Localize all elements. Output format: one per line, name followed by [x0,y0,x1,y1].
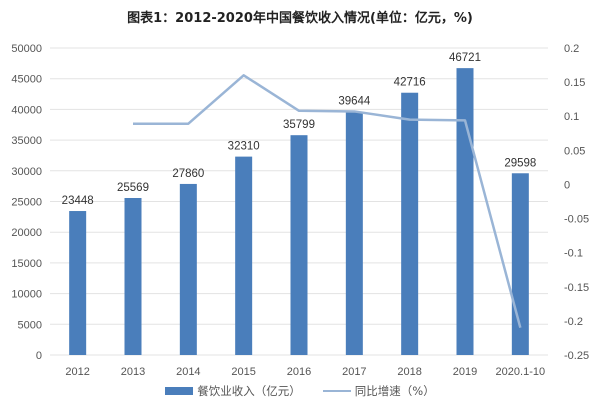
chart-title: 图表1：2012-2020年中国餐饮收入情况(单位：亿元，%) [127,11,473,26]
right-axis-tick: 0.15 [564,77,585,89]
left-axis-tick: 35000 [11,135,42,147]
legend-item-growth: 同比增速（%） [322,383,435,399]
right-axis-tick: 0.2 [564,43,579,55]
bar [456,68,474,355]
legend-item-revenue: 餐饮业收入（亿元） [165,383,301,399]
x-axis-tick: 2020.1-10 [496,366,546,378]
x-axis-tick: 2013 [121,366,145,378]
left-axis-tick: 25000 [11,197,42,209]
right-axis-tick: 0.1 [564,111,579,123]
x-axis-tick: 2019 [453,366,477,378]
right-axis-tick: -0.2 [564,316,583,328]
left-axis-tick: 30000 [11,166,42,178]
left-axis-tick: 0 [36,350,42,362]
line-swatch-icon [322,390,351,392]
bar-swatch-icon [165,387,194,395]
x-axis-tick: 2017 [342,366,366,378]
x-axis-tick: 2018 [397,366,421,378]
bar [290,135,308,355]
x-axis-tick: 2016 [287,366,311,378]
bar [235,156,253,355]
x-axis-tick: 2015 [231,366,255,378]
bar [124,198,142,355]
growth-line [133,74,522,329]
bar-value-label: 42716 [394,77,426,89]
bar [69,211,87,355]
bar-value-label: 23448 [62,195,94,207]
legend: 餐饮业收入（亿元） 同比增速（%） [150,383,450,399]
right-axis-tick: 0.05 [564,145,585,157]
left-axis-tick: 15000 [11,258,42,270]
left-axis-tick: 45000 [11,74,42,86]
left-axis-tick: 5000 [18,319,42,331]
right-axis-tick: -0.25 [564,350,589,362]
bar [511,173,529,355]
bar-value-label: 27860 [172,168,204,180]
bar-value-label: 25569 [117,182,149,194]
bar-value-label: 32310 [228,141,260,153]
left-axis-tick: 40000 [11,104,42,116]
legend-label-growth: 同比增速（%） [354,384,435,398]
legend-label-revenue: 餐饮业收入（亿元） [197,384,301,398]
bar-value-label: 29598 [504,157,536,169]
left-axis-tick: 20000 [11,227,42,239]
x-axis-tick: 2014 [176,366,200,378]
bar-value-label: 39644 [338,96,371,108]
right-axis-tick: 0 [564,179,570,191]
bar [345,111,363,355]
bar [179,183,197,355]
left-axis-tick: 50000 [11,43,42,55]
right-axis-tick: -0.05 [564,214,589,226]
right-axis-tick: -0.1 [564,248,583,260]
bar-value-label: 46721 [449,52,481,64]
bar-value-label: 35799 [283,119,315,131]
right-axis-tick: -0.15 [564,282,589,294]
left-axis-tick: 10000 [11,289,42,301]
x-axis-tick: 2012 [65,366,89,378]
bar [401,92,419,356]
